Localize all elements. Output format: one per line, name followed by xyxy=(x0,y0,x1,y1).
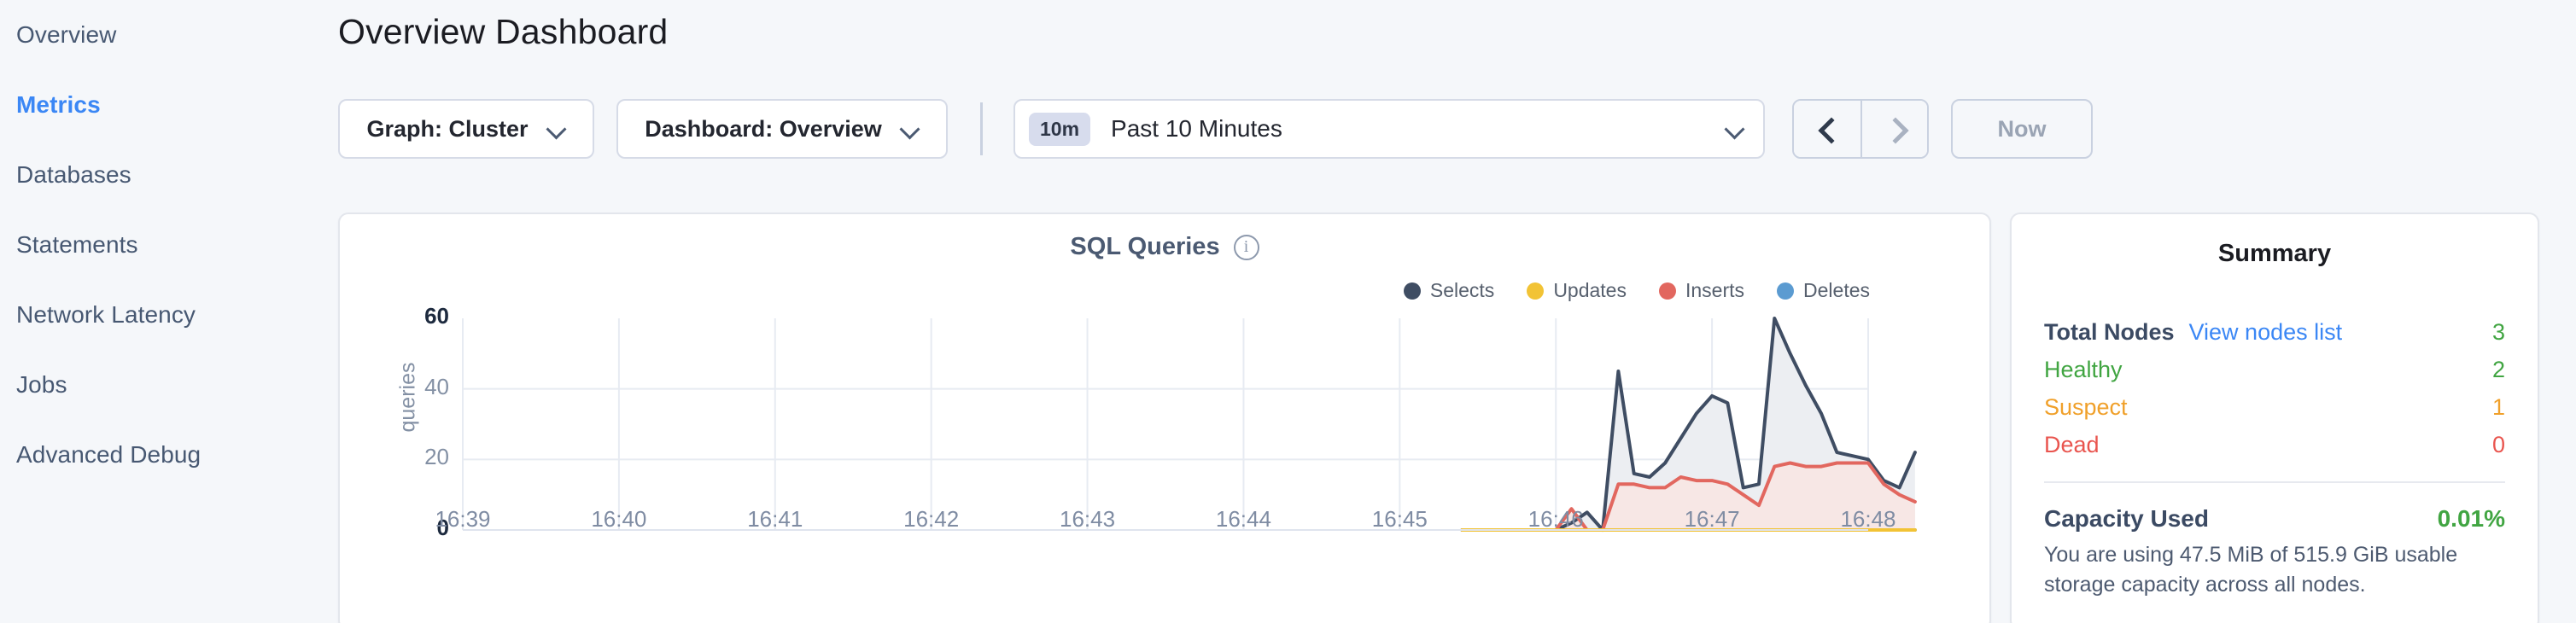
now-button[interactable]: Now xyxy=(1951,99,2093,159)
legend-swatch-icon xyxy=(1527,282,1545,300)
legend-swatch-icon xyxy=(1658,282,1676,300)
time-range-badge: 10m xyxy=(1029,112,1091,146)
y-axis-tick: 40 xyxy=(424,373,449,399)
sidebar: Overview Metrics Databases Statements Networ… xyxy=(0,0,338,623)
sidebar-item-overview[interactable]: Overview xyxy=(0,0,338,70)
toolbar-divider xyxy=(980,102,983,155)
time-nav-group xyxy=(1792,99,1929,159)
series-line-selects xyxy=(1460,317,1917,532)
legend-label: Inserts xyxy=(1685,279,1745,301)
legend-item-deletes[interactable]: Deletes xyxy=(1777,279,1870,302)
dashboard-select-label: Dashboard: Overview xyxy=(645,115,882,142)
chevron-down-icon xyxy=(1726,119,1744,138)
summary-rows: Total Nodes View nodes list 3 Healthy 2 Suspe… xyxy=(2044,319,2505,458)
summary-row-label: Total Nodes xyxy=(2044,319,2175,345)
x-axis-tick: 16:39 xyxy=(435,506,491,532)
summary-row-value: 1 xyxy=(2491,394,2505,420)
x-axis-tick: 16:41 xyxy=(747,506,803,532)
sql-queries-chart-card: SQL Queries i Selects Updates Inserts Delet… xyxy=(338,213,1991,623)
toolbar: Graph: Cluster Dashboard: Overview 10m P… xyxy=(338,99,2093,159)
graph-select-dropdown[interactable]: Graph: Cluster xyxy=(338,99,594,159)
time-range-picker[interactable]: 10m Past 10 Minutes xyxy=(1013,99,1765,159)
time-next-button[interactable] xyxy=(1860,101,1927,157)
summary-row-suspect: Suspect 1 xyxy=(2044,394,2505,421)
time-range-label: Past 10 Minutes xyxy=(1111,115,1282,142)
sidebar-item-label: Metrics xyxy=(16,91,101,118)
sidebar-item-label: Jobs xyxy=(16,371,67,398)
graph-select-label: Graph: Cluster xyxy=(366,115,529,142)
main-content: Overview Dashboard Graph: Cluster Dashbo… xyxy=(338,0,2576,623)
chart-legend: Selects Updates Inserts Deletes xyxy=(1403,279,1870,302)
capacity-used-row: Capacity Used 0.01% xyxy=(2044,505,2505,533)
summary-row-value: 2 xyxy=(2491,357,2505,382)
legend-item-selects[interactable]: Selects xyxy=(1403,279,1495,302)
summary-row-label: Dead xyxy=(2044,432,2100,457)
chart-svg xyxy=(462,317,1917,532)
x-axis-tick: 16:45 xyxy=(1371,506,1428,532)
x-axis-tick: 16:47 xyxy=(1684,506,1740,532)
summary-row-healthy: Healthy 2 xyxy=(2044,357,2505,383)
info-icon[interactable]: i xyxy=(1233,234,1259,260)
sidebar-item-statements[interactable]: Statements xyxy=(0,210,338,280)
legend-label: Deletes xyxy=(1803,279,1870,301)
series-line-inserts xyxy=(1460,461,1917,532)
summary-row-dead: Dead 0 xyxy=(2044,432,2505,458)
sidebar-item-network-latency[interactable]: Network Latency xyxy=(0,280,338,350)
sidebar-item-label: Databases xyxy=(16,161,131,188)
chart-plot-area: queries 0 20 40 60 16:39 16:40 16:41 16:42 16:43 1… xyxy=(340,214,1993,623)
capacity-used-label: Capacity Used xyxy=(2044,505,2209,532)
summary-row-label: Healthy xyxy=(2044,357,2123,382)
cards-row: SQL Queries i Selects Updates Inserts Delet… xyxy=(338,213,2539,623)
sidebar-item-label: Advanced Debug xyxy=(16,441,202,468)
chart-title: SQL Queries xyxy=(1070,233,1220,260)
capacity-used-value: 0.01% xyxy=(2437,505,2505,532)
sidebar-item-databases[interactable]: Databases xyxy=(0,140,338,210)
y-axis-tick: 0 xyxy=(436,515,449,540)
y-axis-tick: 20 xyxy=(424,444,449,470)
legend-swatch-icon xyxy=(1403,282,1421,300)
legend-label: Selects xyxy=(1429,279,1495,301)
chevron-right-icon xyxy=(1886,120,1903,137)
chevron-down-icon xyxy=(547,119,566,138)
x-axis-tick: 16:43 xyxy=(1060,506,1116,532)
summary-row-label: Suspect xyxy=(2044,394,2128,420)
sidebar-item-label: Overview xyxy=(16,21,117,48)
x-axis-tick: 16:46 xyxy=(1527,506,1584,532)
chevron-down-icon xyxy=(901,119,920,138)
legend-item-inserts[interactable]: Inserts xyxy=(1658,279,1745,302)
x-axis-tick: 16:44 xyxy=(1215,506,1271,532)
capacity-used-description: You are using 47.5 MiB of 515.9 GiB usab… xyxy=(2044,543,2458,597)
summary-card: Summary Total Nodes View nodes list 3 Healt… xyxy=(2010,213,2539,623)
summary-row-value: 3 xyxy=(2491,319,2505,345)
series-area-inserts xyxy=(1462,463,1915,530)
legend-swatch-icon xyxy=(1777,282,1795,300)
sidebar-item-label: Statements xyxy=(16,231,138,258)
view-nodes-list-link[interactable]: View nodes list xyxy=(2188,319,2343,345)
sidebar-item-label: Network Latency xyxy=(16,301,196,328)
y-axis-tick: 60 xyxy=(424,303,449,329)
summary-row-value: 0 xyxy=(2491,432,2505,457)
summary-row-total-nodes: Total Nodes View nodes list 3 xyxy=(2044,319,2505,346)
page-title: Overview Dashboard xyxy=(338,12,669,51)
summary-title: Summary xyxy=(2217,240,2332,267)
chart-title-row: SQL Queries i xyxy=(340,233,1989,261)
sidebar-item-metrics[interactable]: Metrics xyxy=(0,70,338,140)
sidebar-item-jobs[interactable]: Jobs xyxy=(0,350,338,420)
time-prev-button[interactable] xyxy=(1794,101,1860,157)
legend-item-updates[interactable]: Updates xyxy=(1527,279,1627,302)
chevron-left-icon xyxy=(1819,120,1836,137)
summary-divider xyxy=(2044,481,2505,483)
x-axis-tick: 16:48 xyxy=(1840,506,1896,532)
x-axis-tick: 16:40 xyxy=(591,506,647,532)
dashboard-select-dropdown[interactable]: Dashboard: Overview xyxy=(616,99,948,159)
legend-label: Updates xyxy=(1553,279,1627,301)
x-axis-tick: 16:42 xyxy=(903,506,960,532)
sidebar-item-advanced-debug[interactable]: Advanced Debug xyxy=(0,420,338,490)
